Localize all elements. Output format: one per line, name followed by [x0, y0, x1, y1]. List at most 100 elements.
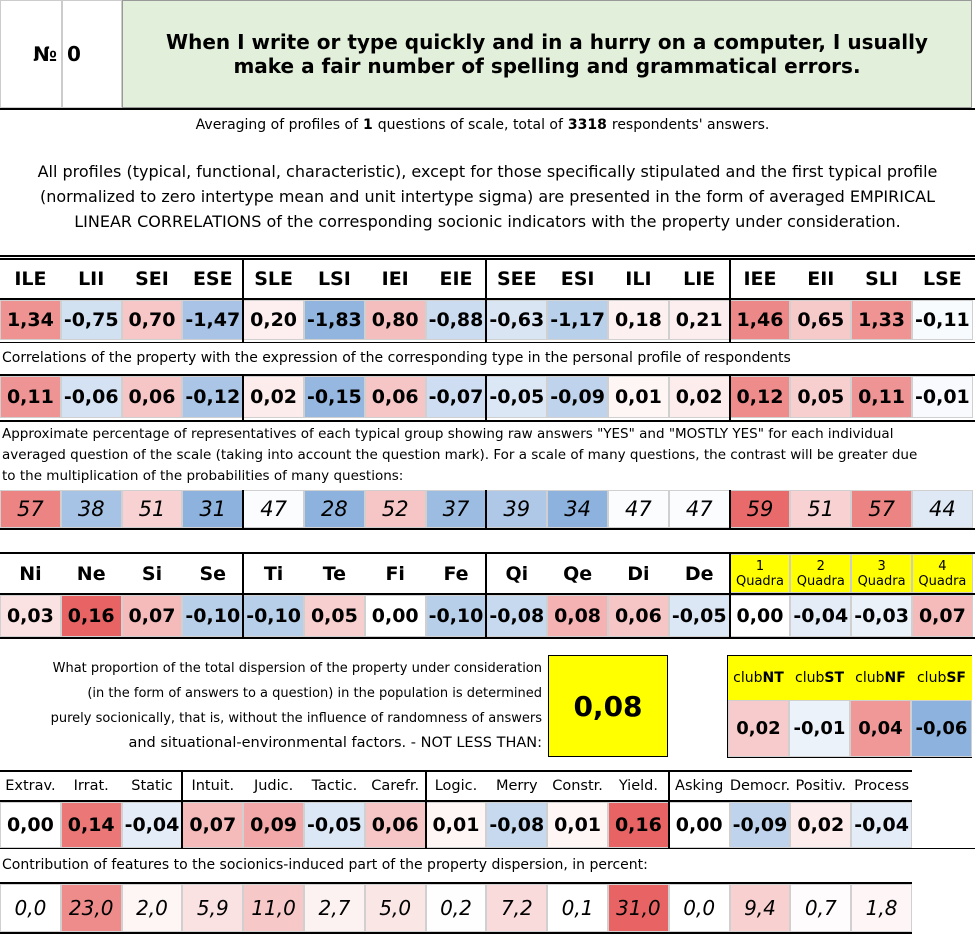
percentage-value: 31 — [182, 490, 244, 528]
text: NT — [762, 669, 784, 686]
text: NF — [884, 669, 906, 686]
rule — [0, 420, 975, 422]
rule — [0, 637, 975, 639]
rule — [0, 298, 975, 300]
contribution-value: 11,0 — [243, 884, 304, 932]
rule — [485, 490, 488, 528]
percentage-value: 47 — [608, 490, 669, 528]
feature-header: Intuit. — [191, 778, 235, 794]
rule — [0, 255, 975, 257]
type-header: LIE — [683, 268, 716, 290]
type-header: SEI — [135, 268, 169, 290]
function-header: Qe — [563, 562, 593, 585]
type-header: IEE — [743, 268, 777, 290]
profile-value: -0,63 — [486, 300, 548, 340]
percentage-value: 51 — [121, 490, 183, 528]
percentage-value: 59 — [729, 490, 791, 528]
quadra-header: 4 Quadra — [912, 554, 973, 593]
rule — [424, 770, 427, 848]
feature-header: Constr. — [552, 778, 603, 794]
rule — [242, 374, 245, 420]
text: What proportion of the total dispersion … — [52, 661, 542, 676]
note: All profiles (typical, functional, chara… — [37, 161, 938, 231]
rule — [0, 528, 975, 530]
contribution-value: 9,4 — [729, 884, 791, 932]
club-value: 0,04 — [850, 700, 911, 757]
profile-value: 0,18 — [608, 300, 669, 340]
rule — [0, 374, 975, 376]
percentage-value: 47 — [668, 490, 730, 528]
rule — [485, 258, 488, 342]
quadra-header: 3 Quadra — [851, 554, 912, 593]
feature-header: Asking — [675, 778, 724, 794]
text: 1 — [363, 117, 373, 133]
profile-value: -1,83 — [304, 300, 365, 340]
percentage-value: 57 — [0, 490, 61, 528]
function-value: -0,10 — [182, 595, 244, 637]
summary: Averaging of profiles of 1 questions of sc… — [0, 112, 965, 138]
text: club — [916, 669, 947, 686]
text: 3 — [877, 558, 886, 574]
feature-value: 0,09 — [243, 802, 304, 848]
rule — [0, 258, 975, 260]
contribution-value: 5,0 — [364, 884, 426, 932]
percentage-value: 39 — [486, 490, 548, 528]
feature-value: 0,06 — [364, 802, 426, 848]
type-header: EII — [807, 268, 835, 290]
contribution-value: 0,2 — [425, 884, 487, 932]
percentage-value: 57 — [851, 490, 912, 528]
contribution-value: 0,0 — [0, 884, 61, 932]
type-header: IEI — [381, 268, 409, 290]
type-header: SEE — [496, 268, 537, 290]
text: club — [795, 669, 825, 686]
correlation-value: 0,06 — [121, 376, 183, 418]
feature-value: -0,04 — [851, 802, 912, 848]
contribution-value: 2,0 — [121, 884, 183, 932]
feature-header: Irrat. — [73, 778, 109, 794]
feature-value: 0,00 — [0, 802, 61, 848]
text: club — [733, 669, 763, 686]
rule — [181, 770, 184, 848]
feature-value: 0,01 — [425, 802, 487, 848]
text: purely socionically, that is, without th… — [50, 711, 542, 726]
profile-value: 0,65 — [790, 300, 852, 340]
function-value: -0,10 — [425, 595, 487, 637]
quadra-header: 1 Quadra — [729, 554, 791, 593]
profile-value: 1,33 — [851, 300, 912, 340]
contribution-value: 23,0 — [60, 884, 122, 932]
feature-header: Tactic. — [311, 778, 358, 794]
function-header: Ne — [76, 562, 106, 585]
feature-value: -0,05 — [304, 802, 365, 848]
rule — [242, 258, 245, 342]
percentages-caption: Approximate percentage of representative… — [2, 425, 918, 484]
rule — [727, 655, 972, 656]
feature-value: 0,16 — [608, 802, 669, 848]
header-number: 0 — [62, 0, 122, 108]
feature-header: Logic. — [434, 778, 478, 794]
feature-value: -0,04 — [121, 802, 183, 848]
profile-value: -1,47 — [182, 300, 244, 340]
feature-value: -0,09 — [729, 802, 791, 848]
correlation-value: -0,05 — [486, 376, 548, 418]
text: Quadra — [918, 573, 967, 589]
contributions-caption: Contribution of features to the sociоnic… — [2, 857, 648, 873]
percentage-value: 28 — [304, 490, 365, 528]
function-header: Fe — [443, 562, 469, 585]
percentage-value: 34 — [547, 490, 608, 528]
quadra-header: 2 Quadra — [790, 554, 852, 593]
function-value: -0,05 — [668, 595, 730, 637]
function-value: 0,00 — [364, 595, 426, 637]
function-header: Qi — [505, 562, 529, 585]
type-header: LSI — [317, 268, 351, 290]
feature-header: Democr. — [729, 778, 791, 794]
function-value: -0,03 — [851, 595, 912, 637]
function-header: Ti — [263, 562, 284, 585]
function-value: 0,06 — [608, 595, 669, 637]
dispersion-text: What proportion of the total dispersion … — [0, 655, 548, 757]
rule — [727, 655, 728, 757]
feature-header: Extrav. — [5, 778, 56, 794]
contribution-value: 7,2 — [486, 884, 548, 932]
profile-value: -0,75 — [60, 300, 122, 340]
correlation-value: -0,09 — [547, 376, 608, 418]
